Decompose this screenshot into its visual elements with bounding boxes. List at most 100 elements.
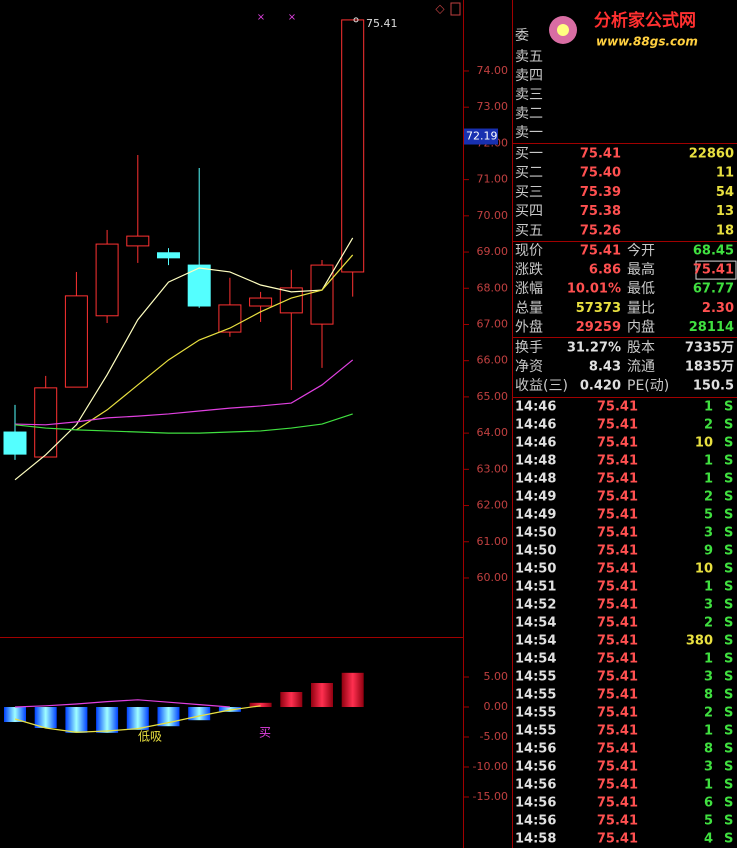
trade-side: S — [724, 508, 733, 523]
line — [14, 359, 354, 426]
sell-label: 卖二 — [515, 106, 543, 122]
trade-time: 14:48 — [515, 454, 556, 469]
trade-side: S — [724, 616, 733, 631]
stat-label: 股本 — [627, 340, 655, 356]
y-tick-label: 61.00 — [477, 535, 509, 548]
buy-price: 75.40 — [580, 166, 621, 181]
stat-value: 0.420 — [580, 379, 621, 394]
histogram-bar — [280, 692, 303, 708]
annotation: 买 — [259, 726, 271, 740]
trade-volume: 1 — [704, 778, 713, 793]
trade-time: 14:56 — [515, 778, 556, 793]
trade-side: S — [724, 688, 733, 703]
y-tick-label: 62.00 — [477, 499, 509, 512]
trade-volume: 8 — [704, 742, 713, 757]
trade-price: 75.41 — [597, 814, 638, 829]
trade-side: S — [724, 742, 733, 757]
trade-side: S — [724, 778, 733, 793]
buy-volume: 18 — [716, 223, 734, 238]
stat-value: 28114 — [689, 320, 734, 335]
stat-label: 内盘 — [627, 318, 655, 335]
buy-label: 买一 — [515, 146, 543, 162]
trade-price: 75.41 — [597, 508, 638, 523]
stat-label: 外盘 — [515, 318, 543, 335]
trade-side: S — [724, 634, 733, 649]
annotation: 低吸 — [138, 730, 162, 744]
stat-value: 2.30 — [702, 301, 734, 316]
candle-body — [64, 295, 88, 388]
trade-side: S — [724, 814, 733, 829]
trade-volume: 2 — [704, 706, 713, 721]
trade-price: 75.41 — [597, 832, 638, 847]
stat-label: 换手 — [515, 339, 543, 356]
trade-price: 75.41 — [597, 706, 638, 721]
buy-label: 买四 — [515, 204, 543, 220]
trade-volume: 1 — [704, 400, 713, 415]
histogram-bar — [4, 707, 26, 723]
trade-volume: 9 — [704, 544, 713, 559]
candle-body — [157, 252, 180, 259]
trade-price: 75.41 — [597, 724, 638, 739]
trade-volume: 1 — [704, 580, 713, 595]
y-tick-label: 63.00 — [477, 462, 509, 475]
stat-value: 1835万 — [685, 360, 734, 375]
cursor-price-label: 72.19 — [466, 130, 498, 143]
y-tick-label: -5.00 — [480, 730, 508, 743]
candle-body — [249, 297, 273, 307]
trade-side: S — [724, 796, 733, 811]
trade-volume: 6 — [704, 796, 713, 811]
icon-button[interactable] — [450, 2, 461, 16]
trade-side: S — [724, 562, 733, 577]
trade-time: 14:55 — [515, 724, 556, 739]
trade-side: S — [724, 652, 733, 667]
trade-time: 14:48 — [515, 472, 556, 487]
candle-body — [310, 264, 334, 325]
trade-price: 75.41 — [597, 616, 638, 631]
buy-price: 75.38 — [580, 204, 621, 219]
stat-label: 量比 — [627, 300, 655, 316]
y-tick-label: 68.00 — [477, 281, 509, 294]
stat-label: 现价 — [515, 243, 543, 259]
marker: × — [257, 12, 265, 23]
trade-price: 75.41 — [597, 778, 638, 793]
trade-time: 14:49 — [515, 508, 556, 523]
y-tick-label: 67.00 — [477, 317, 509, 330]
trade-side: S — [724, 598, 733, 613]
y-tick-label: 65.00 — [477, 390, 509, 403]
trade-time: 14:54 — [515, 652, 556, 667]
stat-value: 7335万 — [685, 341, 734, 356]
icon-button[interactable]: ◇ — [435, 2, 445, 16]
y-tick-label: 74.00 — [477, 64, 509, 77]
trade-volume: 2 — [704, 418, 713, 433]
line — [14, 413, 353, 434]
trade-time: 14:55 — [515, 688, 556, 703]
histogram-bar — [341, 672, 364, 708]
trade-time: 14:58 — [515, 832, 556, 847]
stat-label: 总量 — [515, 300, 543, 316]
trade-volume: 380 — [686, 634, 713, 649]
candle-body — [95, 243, 119, 317]
trade-side: S — [724, 832, 733, 847]
trade-price: 75.41 — [597, 652, 638, 667]
stat-value: 75.41 — [580, 244, 621, 259]
histogram-bar — [157, 707, 180, 727]
buy-price: 75.39 — [580, 185, 621, 200]
stat-label: 流通 — [627, 359, 655, 375]
trade-volume: 1 — [704, 724, 713, 739]
trade-volume: 2 — [704, 616, 713, 631]
trade-price: 75.41 — [597, 598, 638, 613]
buy-volume: 13 — [716, 204, 734, 219]
trade-volume: 2 — [704, 490, 713, 505]
trade-time: 14:51 — [515, 580, 556, 595]
y-tick-label: 70.00 — [477, 209, 509, 222]
stat-label: 收益(三) — [515, 378, 568, 394]
max-label: 75.41 — [366, 17, 398, 30]
stat-value: 6.86 — [589, 263, 621, 278]
y-tick-label: 0.00 — [484, 700, 509, 713]
trade-price: 75.41 — [597, 490, 638, 505]
trade-volume: 3 — [704, 598, 713, 613]
buy-price: 75.41 — [580, 147, 621, 162]
trade-price: 75.41 — [597, 580, 638, 595]
